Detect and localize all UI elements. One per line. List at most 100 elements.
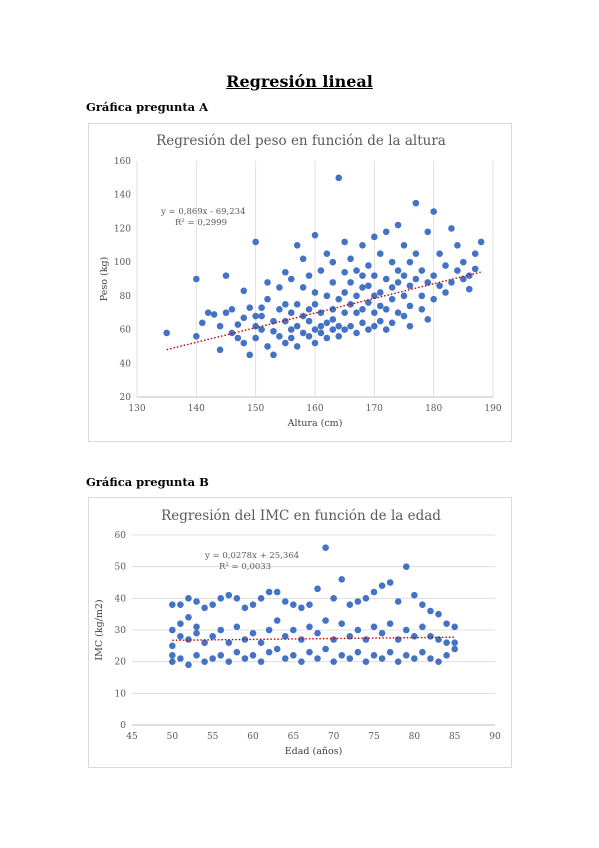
data-point: [412, 275, 420, 283]
data-point: [335, 174, 343, 182]
data-point: [353, 292, 360, 300]
data-point: [370, 652, 378, 659]
chart-title: Regresión del IMC en función de la edad: [161, 508, 441, 524]
data-point: [299, 255, 307, 263]
trendline: [172, 636, 455, 641]
data-point: [163, 329, 170, 337]
data-point: [335, 333, 343, 340]
data-point: [246, 304, 254, 311]
data-point: [412, 199, 420, 207]
data-point: [338, 652, 346, 659]
data-point: [305, 306, 313, 313]
data-point: [411, 591, 418, 599]
y-tick-label: 60: [120, 326, 132, 336]
data-point: [217, 626, 225, 634]
data-point: [311, 339, 319, 347]
data-point: [322, 645, 329, 653]
x-axis-label: Edad (años): [285, 746, 343, 757]
y-tick-label: 20: [120, 393, 132, 403]
data-point: [436, 282, 443, 290]
data-point: [287, 275, 295, 283]
data-point: [240, 287, 248, 295]
data-point: [442, 289, 449, 296]
chart-b-svg: Regresión del IMC en función de la edad 4…: [94, 508, 501, 757]
data-point: [418, 292, 426, 300]
data-point: [299, 329, 307, 337]
data-point: [298, 636, 305, 643]
data-point: [419, 601, 426, 608]
trendline-equation: y = 0,0278x + 25,364: [204, 551, 299, 561]
x-tick-label: 190: [484, 404, 501, 414]
data-point: [451, 623, 458, 631]
data-point: [424, 316, 432, 323]
data-point: [471, 250, 479, 258]
data-point: [347, 322, 354, 330]
data-point: [378, 655, 386, 662]
data-point: [209, 601, 216, 608]
data-point: [362, 658, 370, 665]
data-point: [382, 275, 390, 283]
data-point: [314, 655, 321, 662]
data-point: [282, 268, 289, 276]
data-point: [241, 604, 249, 612]
x-tick-label: 65: [288, 732, 300, 742]
data-point: [329, 279, 337, 286]
data-point: [265, 626, 273, 634]
data-point: [265, 648, 273, 656]
data-point: [240, 339, 248, 347]
data-point: [257, 658, 265, 665]
data-point: [257, 639, 265, 646]
data-point: [442, 262, 449, 269]
x-tick-label: 180: [425, 404, 442, 414]
data-point: [477, 238, 485, 246]
x-tick-label: 70: [328, 732, 340, 742]
data-point: [252, 312, 259, 320]
data-point: [347, 255, 354, 263]
data-point: [376, 302, 384, 310]
data-point: [258, 304, 265, 311]
data-point: [273, 617, 281, 624]
data-point: [354, 626, 362, 634]
x-tick-label: 45: [126, 732, 138, 742]
data-point: [293, 241, 301, 249]
data-point: [436, 250, 443, 258]
data-point: [388, 295, 396, 303]
data-point: [287, 326, 295, 333]
data-point: [169, 626, 176, 634]
data-point: [249, 629, 257, 637]
chart-a: Regresión del peso en función de la altu…: [88, 123, 512, 442]
data-point: [443, 620, 450, 627]
data-point: [264, 279, 271, 286]
data-point: [193, 623, 200, 631]
data-point: [258, 326, 265, 333]
data-point: [311, 300, 319, 308]
data-point: [276, 306, 283, 313]
chart-a-svg: Regresión del peso en función de la altu…: [99, 133, 502, 429]
data-point: [338, 576, 346, 583]
data-point: [460, 275, 467, 283]
data-point: [270, 351, 277, 359]
data-point: [335, 322, 343, 330]
data-point: [443, 639, 450, 646]
data-point: [330, 636, 337, 643]
data-point: [198, 319, 206, 327]
data-point: [359, 284, 366, 291]
data-point: [346, 601, 354, 608]
data-point: [330, 595, 337, 602]
data-point: [454, 267, 461, 274]
data-point: [305, 333, 313, 340]
trendline-equation: y = 0,869x - 69,234: [160, 207, 245, 217]
data-point: [400, 272, 408, 279]
data-point: [252, 334, 259, 342]
data-point: [249, 652, 257, 659]
y-tick-label: 160: [114, 157, 131, 167]
data-point: [412, 250, 420, 258]
y-axis-label: Peso (kg): [99, 257, 110, 301]
data-point: [353, 309, 360, 317]
data-point: [177, 601, 184, 608]
y-tick-label: 10: [115, 689, 127, 699]
data-point: [354, 598, 362, 605]
data-point: [257, 595, 265, 602]
data-point: [454, 241, 461, 249]
data-point: [448, 279, 455, 286]
